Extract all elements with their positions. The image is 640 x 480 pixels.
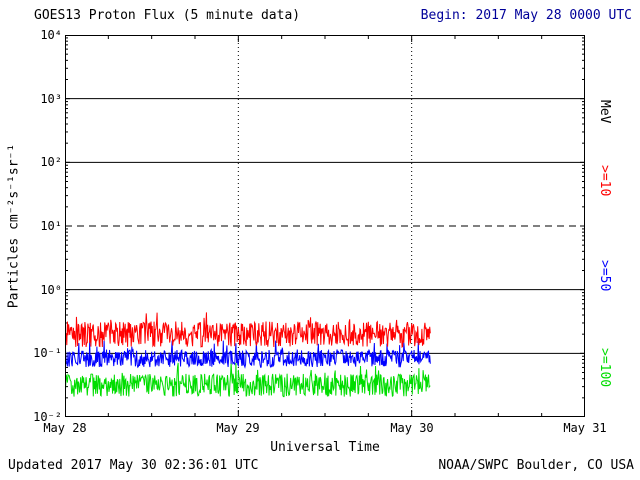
legend-item-ge10: >=10 <box>597 165 612 197</box>
y-tick-label: 10⁴ <box>40 28 62 42</box>
right-axis-units-label: MeV <box>597 100 612 124</box>
x-axis-label: Universal Time <box>270 440 380 455</box>
legend-item-ge100: >=100 <box>597 348 612 388</box>
y-tick-label: 10¹ <box>40 219 62 233</box>
y-tick-label: 10² <box>40 155 62 169</box>
x-tick-label: May 29 <box>216 421 260 435</box>
y-tick-label: 10⁰ <box>40 283 62 297</box>
y-tick-label: 10⁻² <box>33 410 62 424</box>
series-ge10 <box>65 312 431 348</box>
source-credit: NOAA/SWPC Boulder, CO USA <box>438 458 634 473</box>
series-ge50 <box>65 340 431 369</box>
x-tick-label: May 31 <box>563 421 607 435</box>
y-axis-ticks: 10⁴ 10³ 10² 10¹ 10⁰ 10⁻¹ 10⁻² <box>10 0 62 480</box>
plot-area <box>65 35 585 417</box>
updated-timestamp: Updated 2017 May 30 02:36:01 UTC <box>8 458 259 473</box>
y-tick-label: 10⁻¹ <box>33 346 62 360</box>
y-tick-label: 10³ <box>40 92 62 106</box>
series-ge100 <box>65 362 431 398</box>
x-tick-label: May 28 <box>43 421 87 435</box>
begin-label: Begin: 2017 May 28 0000 UTC <box>420 8 632 23</box>
chart-title: GOES13 Proton Flux (5 minute data) <box>34 8 301 23</box>
legend-item-ge50: >=50 <box>597 260 612 292</box>
x-tick-label: May 30 <box>390 421 434 435</box>
plot-frame <box>65 35 585 417</box>
